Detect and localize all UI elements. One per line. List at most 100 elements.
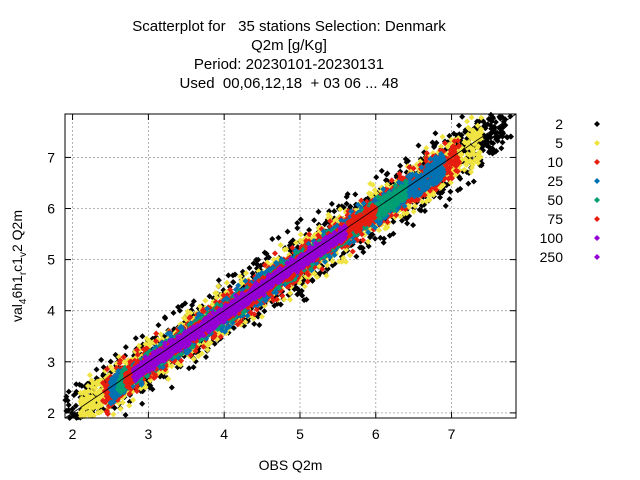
data-point: [309, 277, 316, 284]
data-point: [117, 405, 124, 412]
data-point: [294, 291, 301, 298]
data-point: [464, 118, 471, 125]
data-point: [455, 122, 462, 129]
data-point: [432, 130, 439, 137]
data-point: [431, 142, 438, 149]
data-point: [373, 174, 380, 181]
data-point: [492, 119, 499, 126]
data-point: [98, 356, 105, 363]
data-point: [365, 238, 372, 245]
data-point: [255, 256, 262, 263]
data-point: [232, 271, 239, 278]
data-point: [287, 239, 294, 246]
data-point: [323, 272, 330, 279]
data-point: [162, 315, 169, 322]
data-point: [206, 293, 213, 300]
data-point: [459, 113, 466, 120]
data-point: [293, 285, 300, 292]
data-point: [344, 191, 351, 198]
data-point: [328, 200, 335, 207]
data-point: [139, 333, 146, 340]
data-point: [303, 296, 310, 303]
data-point: [369, 231, 376, 238]
data-point: [442, 202, 449, 209]
data-point: [271, 302, 278, 309]
data-point: [503, 133, 510, 140]
data-point: [122, 412, 129, 419]
data-point: [119, 399, 126, 406]
data-point: [418, 202, 425, 209]
data-point: [311, 217, 318, 224]
data-point: [461, 166, 468, 173]
data-point: [418, 207, 425, 214]
data-point: [255, 313, 262, 320]
data-point: [487, 122, 494, 129]
data-point: [190, 356, 197, 363]
data-point: [439, 133, 446, 140]
data-point: [86, 372, 93, 379]
data-point: [487, 131, 494, 138]
data-point: [450, 130, 457, 137]
data-point: [324, 266, 331, 273]
data-point: [257, 262, 264, 269]
data-point: [215, 283, 222, 290]
data-point: [470, 178, 477, 185]
data-point: [500, 130, 507, 137]
data-point: [486, 148, 493, 155]
data-point: [376, 227, 383, 234]
data-point: [190, 364, 197, 371]
data-point: [390, 230, 397, 237]
data-point: [73, 381, 80, 388]
data-point: [297, 231, 304, 238]
data-point: [277, 241, 284, 248]
data-point: [314, 274, 321, 281]
data-point: [360, 249, 367, 256]
data-point: [468, 114, 475, 121]
data-point: [225, 272, 232, 279]
data-point: [146, 384, 153, 391]
data-point: [494, 137, 501, 144]
data-point: [410, 222, 417, 229]
data-point: [446, 196, 453, 203]
data-point: [65, 402, 72, 409]
data-point: [137, 385, 144, 392]
data-point: [372, 235, 379, 242]
data-point: [230, 279, 237, 286]
data-point: [487, 134, 494, 141]
data-point: [306, 226, 313, 233]
data-point: [499, 139, 506, 146]
data-point: [294, 219, 301, 226]
data-point: [132, 335, 139, 342]
data-point: [498, 145, 505, 152]
data-point: [263, 250, 270, 257]
data-point: [70, 392, 77, 399]
data-point: [72, 402, 79, 409]
data-point: [488, 125, 495, 132]
data-point: [170, 309, 177, 316]
data-point: [176, 307, 183, 314]
data-point: [301, 283, 308, 290]
data-point: [478, 114, 485, 121]
data-point: [65, 407, 72, 414]
chart-title-line-1: Scatterplot for 35 stations Selection: D…: [132, 18, 446, 35]
data-point: [139, 400, 146, 407]
data-point: [287, 296, 294, 303]
data-point: [490, 147, 497, 154]
data-point: [130, 397, 137, 404]
data-point: [343, 200, 350, 207]
data-point: [337, 206, 344, 213]
data-point: [157, 331, 164, 338]
data-point: [111, 404, 118, 411]
data-point: [277, 301, 284, 308]
data-point: [136, 342, 143, 349]
data-point: [457, 185, 464, 192]
data-point: [507, 133, 514, 140]
data-point: [321, 221, 328, 228]
data-point: [64, 397, 71, 404]
data-point: [352, 191, 359, 198]
data-point: [486, 144, 493, 151]
data-point: [155, 322, 162, 329]
data-point: [122, 344, 129, 351]
data-point: [483, 140, 490, 147]
